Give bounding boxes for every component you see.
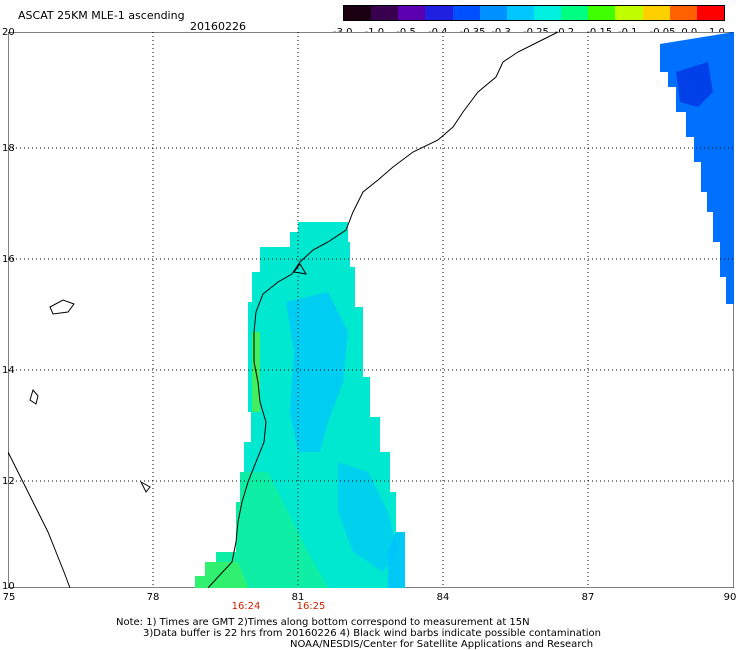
- color-swatch-2: [398, 6, 426, 20]
- lat-label-14: 14: [2, 365, 15, 376]
- graticule: [8, 32, 734, 588]
- color-swatch-6: [506, 6, 534, 20]
- color-swatch-10: [615, 6, 643, 20]
- lon-label-87: 87: [581, 592, 595, 603]
- color-swatch-9: [588, 6, 616, 20]
- lat-label-18: 18: [2, 143, 15, 154]
- color-swatch-3: [425, 6, 453, 20]
- color-scale-bar: [343, 5, 725, 21]
- ascat-swath-west: [195, 222, 405, 588]
- map-date: 20160226: [190, 20, 246, 33]
- map-title: ASCAT 25KM MLE-1 ascending: [18, 9, 185, 22]
- lat-label-20: 20: [2, 27, 15, 38]
- note-line-2: 3)Data buffer is 22 hrs from 20160226 4)…: [143, 628, 601, 639]
- lon-label-75: 75: [2, 592, 16, 603]
- lat-label-12: 12: [2, 476, 15, 487]
- color-swatch-0: [344, 6, 372, 20]
- color-swatch-8: [561, 6, 589, 20]
- time-label-1625: 16:25: [296, 601, 326, 612]
- coastline: [8, 32, 559, 588]
- note-line-3: NOAA/NESDIS/Center for Satellite Applica…: [290, 639, 594, 650]
- ascat-swath-east: [660, 32, 734, 304]
- color-swatch-1: [371, 6, 399, 20]
- color-swatch-12: [669, 6, 697, 20]
- lon-label-90: 90: [723, 592, 737, 603]
- map-plot: [8, 32, 734, 588]
- note-line-1: Note: 1) Times are GMT 2)Times along bot…: [116, 617, 530, 628]
- color-swatch-7: [533, 6, 562, 20]
- lon-label-84: 84: [436, 592, 450, 603]
- lon-label-81: 81: [291, 592, 305, 603]
- lat-label-10: 10: [2, 581, 15, 592]
- color-swatch-4: [452, 6, 480, 20]
- time-label-1624: 16:24: [231, 601, 261, 612]
- color-swatch-11: [642, 6, 670, 20]
- lon-label-78: 78: [146, 592, 160, 603]
- color-swatch-13: [696, 6, 724, 20]
- lat-label-16: 16: [2, 254, 15, 265]
- color-swatch-5: [479, 6, 507, 20]
